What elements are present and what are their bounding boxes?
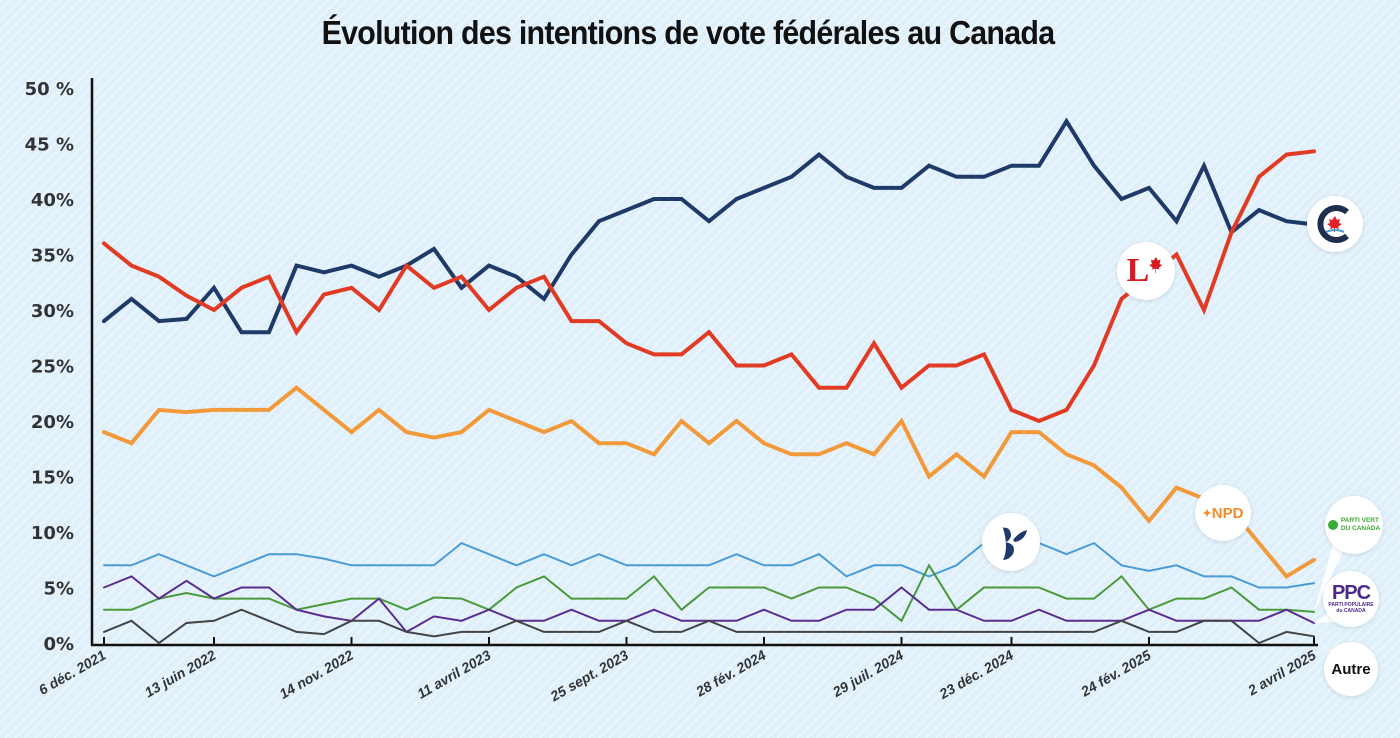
y-tick-label: 15% xyxy=(31,468,74,489)
ppc-label: PPC xyxy=(1331,582,1371,604)
bloc-badge xyxy=(982,513,1040,571)
badge-pointer xyxy=(1314,614,1337,624)
y-tick-label: 10% xyxy=(31,523,74,544)
conservative-logo-icon xyxy=(1317,205,1349,243)
series-line-parti-populaire-du-canada xyxy=(103,575,1315,634)
liberal-letter: L xyxy=(1126,252,1150,289)
x-tick-label: 23 déc. 2024 xyxy=(936,647,1017,703)
series-line-parti-conservateur xyxy=(102,117,1316,335)
npd-maple-leaf-icon: ✦ xyxy=(1202,507,1212,520)
green-dot-icon xyxy=(1327,520,1338,530)
other-label: Autre xyxy=(1331,660,1371,678)
y-tick-label: 5% xyxy=(43,579,74,600)
ppc-sub1: PARTI POPULAIRE xyxy=(1328,602,1374,608)
bloc-logo-icon xyxy=(1001,527,1027,560)
npd-label: NPD xyxy=(1211,504,1244,522)
series-lines xyxy=(102,117,1316,645)
y-tick-label: 25% xyxy=(31,357,74,378)
series-line-autre xyxy=(103,608,1315,645)
x-tick-label: 14 nov. 2022 xyxy=(277,647,357,702)
x-tick-label: 13 juin 2022 xyxy=(142,647,219,701)
y-tick-label: 20% xyxy=(31,412,74,433)
series-line-parti-liberal xyxy=(102,149,1316,424)
y-tick-label: 50 % xyxy=(25,79,74,100)
maple-leaf-icon xyxy=(1149,256,1163,274)
ppc-badge: PPC PARTI POPULAIRE du CANADA xyxy=(1323,571,1379,627)
x-tick-label: 2 avril 2025 xyxy=(1244,647,1318,699)
other-badge: Autre xyxy=(1324,642,1378,696)
chart-title: Évolution des intentions de vote fédéral… xyxy=(321,14,1055,51)
y-tick-label: 0% xyxy=(43,634,74,655)
series-line-bloc-quebecois xyxy=(103,530,1315,589)
series-line-parti-vert-du-canada xyxy=(103,563,1315,623)
npd-badge: ✦ NPD xyxy=(1195,485,1251,541)
green-label-line1: PARTI VERT xyxy=(1340,517,1379,524)
x-tick-label: 28 fév. 2024 xyxy=(692,647,768,700)
x-tick-label: 25 sept. 2023 xyxy=(547,647,632,705)
x-tick-label: 24 fév. 2025 xyxy=(1077,647,1153,700)
x-tick-label: 29 juil. 2024 xyxy=(829,647,906,701)
series-line-npd xyxy=(102,385,1316,580)
liberal-badge: L xyxy=(1117,242,1175,300)
green-label-line2: DU CANADA xyxy=(1340,525,1381,532)
y-axis-ticks: 0% 5% 10% 15% 20% 25% 30% 35% 40% 45 % 50 % xyxy=(25,79,74,655)
x-tick-label: 11 avril 2023 xyxy=(414,647,493,702)
conservative-badge xyxy=(1307,196,1363,252)
ppc-sub2: du CANADA xyxy=(1336,608,1366,614)
y-tick-label: 30% xyxy=(31,301,74,322)
x-axis-ticks: 6 déc. 2021 13 juin 2022 14 nov. 2022 11 av… xyxy=(36,637,1319,705)
badge-pointer xyxy=(1314,544,1343,612)
y-tick-label: 40% xyxy=(31,190,74,211)
green-badge: PARTI VERT DU CANADA xyxy=(1325,496,1383,554)
y-tick-label: 45 % xyxy=(25,135,74,156)
y-tick-label: 35% xyxy=(31,246,74,267)
